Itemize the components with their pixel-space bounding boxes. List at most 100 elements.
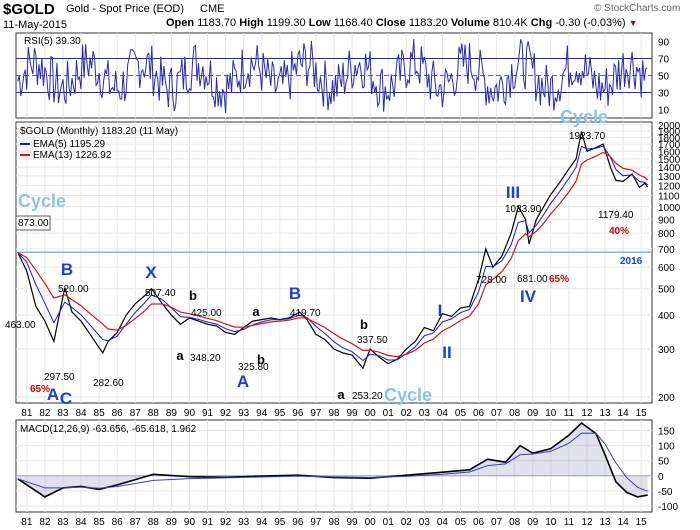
x-tick-label: 90 <box>184 408 196 419</box>
x-tick-label: 04 <box>437 517 449 528</box>
x-tick-label: 88 <box>148 517 160 528</box>
x-tick-label: 98 <box>328 517 340 528</box>
price-tick-label: 1200 <box>658 181 681 192</box>
down-arrow-icon: ▼ <box>628 18 638 28</box>
macd-tick-label: 150 <box>658 427 675 438</box>
x-tick-label: 92 <box>220 408 232 419</box>
open-value: 1183.70 <box>197 17 237 29</box>
annotation-wave: C <box>60 389 72 408</box>
price-tick-label: 300 <box>658 345 675 356</box>
x-tick-label: 12 <box>581 517 593 528</box>
x-tick-label: 93 <box>238 517 250 528</box>
macd-tick-label: -100 <box>658 502 678 513</box>
price-tick-label: 2000 <box>658 121 681 132</box>
x-tick-label: 83 <box>57 517 69 528</box>
x-tick-label: 05 <box>455 517 467 528</box>
low-label: Low <box>308 17 331 29</box>
x-tick-label: 10 <box>545 517 557 528</box>
x-tick-label: 11 <box>564 517 575 528</box>
x-tick-label: 14 <box>618 517 630 528</box>
annotation-value: 1923.70 <box>569 131 606 142</box>
annotation-percent: 65% <box>549 274 569 285</box>
macd-tick-label: -50 <box>658 487 673 498</box>
macd-histogram <box>17 423 648 497</box>
chg-label: Chg <box>530 17 553 29</box>
x-tick-label: 97 <box>310 517 322 528</box>
x-tick-label: 88 <box>148 408 160 419</box>
annotation-wave: I <box>438 301 443 320</box>
annotation-value: 681.00 <box>517 274 548 285</box>
price-panel: 2003004005006007008009001000110012001300… <box>5 107 681 419</box>
x-tick-label: 82 <box>39 408 51 419</box>
x-tick-label: 08 <box>509 408 521 419</box>
annotation-value: 253.20 <box>352 391 383 402</box>
macd-legend: MACD(12,26,9) -63.656, -65.618, 1.962 <box>20 424 197 435</box>
x-tick-label: 90 <box>184 517 196 528</box>
x-tick-label: 87 <box>130 408 142 419</box>
x-tick-label: 13 <box>599 517 611 528</box>
annotation-value: 1179.40 <box>598 210 634 221</box>
annotation-value: 297.50 <box>44 372 75 383</box>
price-tick-label: 200 <box>658 393 675 404</box>
x-tick-label: 98 <box>328 408 340 419</box>
x-tick-label: 06 <box>473 408 485 419</box>
x-tick-label: 85 <box>94 408 106 419</box>
price-tick-label: 400 <box>658 311 675 322</box>
x-tick-label: 96 <box>292 517 304 528</box>
x-tick-label: 99 <box>347 517 359 528</box>
x-tick-label: 01 <box>383 408 395 419</box>
x-tick-label: 06 <box>473 517 485 528</box>
x-tick-label: 14 <box>618 408 630 419</box>
macd-line <box>17 421 648 498</box>
rsi-tick-label: 90 <box>658 38 670 49</box>
annotation-cycle: Cycle <box>560 107 608 127</box>
price-tick-label: 1300 <box>658 172 681 183</box>
x-tick-label: 84 <box>75 408 87 419</box>
price-tick-label: 600 <box>658 263 675 274</box>
annotation-value: 507.40 <box>145 288 176 299</box>
x-tick-label: 03 <box>419 408 431 419</box>
annotation-year: 2016 <box>620 256 643 267</box>
price-tick-label: 500 <box>658 285 675 296</box>
annotation-value: 520.00 <box>58 284 89 295</box>
chg-value: -0.30 (-0.03%) <box>555 17 626 29</box>
annotation-wave: A <box>47 385 59 404</box>
x-tick-label: 91 <box>202 408 214 419</box>
x-tick-label: 00 <box>365 408 377 419</box>
x-tick-label: 07 <box>491 408 503 419</box>
copyright-label: © StockCharts.com <box>594 3 681 14</box>
annotation-cycle: Cycle <box>384 385 432 405</box>
price-tick-label: 900 <box>658 215 675 226</box>
rsi-legend: RSI(5) 39.30 <box>24 36 81 47</box>
x-tick-label: 86 <box>112 408 124 419</box>
annotation-wave: B <box>61 260 73 279</box>
annotation-box <box>15 215 51 231</box>
price-tick-label: 800 <box>658 229 675 240</box>
x-tick-label: 96 <box>292 408 304 419</box>
close-value: 1183.20 <box>408 17 448 29</box>
annotation-subwave: b <box>360 317 368 332</box>
high-label: High <box>239 17 264 29</box>
x-tick-label: 94 <box>256 408 268 419</box>
x-tick-label: 84 <box>75 517 87 528</box>
ema13-legend-label: EMA(13) 1226.92 <box>33 150 112 161</box>
x-tick-label: 00 <box>365 517 377 528</box>
x-tick-label: 89 <box>166 408 178 419</box>
x-tick-label: 10 <box>545 408 557 419</box>
price-legend-title: $GOLD (Monthly) 1183.20 (11 May) <box>20 126 178 137</box>
ema5-legend-label: EMA(5) 1195.29 <box>33 139 106 150</box>
x-tick-label: 91 <box>202 517 214 528</box>
x-tick-label: 86 <box>112 517 124 528</box>
annotation-wave: B <box>289 284 301 303</box>
annotation-wave: III <box>506 183 520 202</box>
macd-tick-label: 0 <box>658 472 664 483</box>
annotation-value: 1033.90 <box>505 204 542 215</box>
annotation-value: 348.20 <box>190 353 221 364</box>
x-tick-label: 81 <box>21 517 33 528</box>
x-tick-label: 15 <box>636 517 648 528</box>
ema13-line <box>17 151 649 358</box>
price-tick-label: 1600 <box>658 147 681 158</box>
